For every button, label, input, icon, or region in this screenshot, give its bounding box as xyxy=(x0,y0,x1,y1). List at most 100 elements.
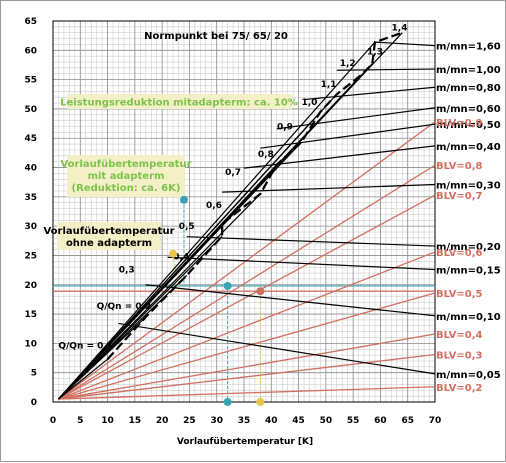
y-tick-label: 35 xyxy=(24,193,37,203)
mmn-curve-label: m/mn=0,80 xyxy=(436,83,501,94)
without-adapterm-box xyxy=(57,222,161,250)
right-curve-labels: m/mn=1,60 m/mn=1,00 m/mn=0,80 m/mn=0,60 m/mn… xyxy=(436,42,501,394)
x-tick-label: 5 xyxy=(77,416,83,426)
blv-curve-label: BLV=0,2 xyxy=(436,383,482,394)
qqn-curve xyxy=(58,41,376,400)
y-tick-label: 65 xyxy=(24,17,37,27)
qqn-curve xyxy=(58,358,108,400)
mmn-curve xyxy=(222,183,436,193)
reduction-text: Leistungsreduktion mitadapterm: ca. 10% xyxy=(60,98,298,109)
y-tick-label: 15 xyxy=(24,310,37,320)
blv-curve xyxy=(58,333,436,400)
qqn-curve-label: 1,3 xyxy=(367,47,383,57)
qqn-curve xyxy=(58,93,338,400)
qqn-curve-label: 0,6 xyxy=(206,201,222,211)
x-tick-label: 10 xyxy=(101,416,114,426)
blv-curve xyxy=(58,292,436,400)
major-grid xyxy=(52,20,436,403)
qqn-curve xyxy=(58,193,261,400)
qqn-curve-label: 1,1 xyxy=(321,80,337,90)
x-tick-label: 0 xyxy=(50,416,56,426)
qqn-curve-label: 0,3 xyxy=(119,265,135,275)
x-tick-labels: 0 5 10 15 20 25 30 35 40 45 50 55 60 65 70 xyxy=(50,416,441,426)
qqn-curve-label: 0,7 xyxy=(225,168,241,178)
y-tick-label: 50 xyxy=(24,105,37,115)
qqn-curve-label: Q/Qn = 0,2 xyxy=(97,302,152,312)
x-tick-label: 60 xyxy=(374,416,387,426)
markers xyxy=(169,195,265,406)
x-tick-label: 15 xyxy=(129,416,142,426)
x-tick-label: 35 xyxy=(238,416,251,426)
x-axis-label: Vorlaufübertemperatur [K] xyxy=(177,437,313,447)
qqn-curve xyxy=(58,32,403,400)
x-tick-label: 30 xyxy=(210,416,223,426)
qqn-envelope xyxy=(106,31,403,360)
mmn-curve-label: m/mn=1,00 xyxy=(436,65,501,76)
qqn-curve-label: Q/Qn = 0,1 xyxy=(58,342,113,352)
blv-curve-label: BLV=0,6 xyxy=(436,248,482,259)
blv-curve-label: BLV=0,3 xyxy=(436,351,482,362)
mmn-curve-label: m/mn=0,15 xyxy=(436,266,501,277)
x-tick-label: 70 xyxy=(429,416,442,426)
x-tick-label: 20 xyxy=(156,416,169,426)
qqn-curve-label: 1,4 xyxy=(392,23,408,33)
x-tick-label: 55 xyxy=(347,416,360,426)
mmn-curve-label: m/mn=0,20 xyxy=(436,242,501,253)
x-tick-label: 50 xyxy=(320,416,333,426)
blv-curve-label: BLV=0,8 xyxy=(436,161,482,172)
y-tick-label: 0 xyxy=(31,398,37,408)
data-point xyxy=(223,398,232,406)
data-point xyxy=(179,195,188,204)
blv-curve xyxy=(58,194,436,400)
qqn-curve-label: 0,4 xyxy=(173,253,189,263)
mmn-curve xyxy=(145,284,436,317)
mmn-curve xyxy=(118,322,436,375)
with-adapterm-box xyxy=(67,155,185,197)
data-point xyxy=(223,281,232,290)
y-tick-label: 30 xyxy=(24,222,37,232)
y-tick-labels: 0 5 10 15 20 25 30 35 40 45 50 55 60 65 xyxy=(24,17,37,408)
blv-curve-label: BLV=0,5 xyxy=(436,289,482,300)
mmn-curve-label: m/mn=0,40 xyxy=(436,142,501,153)
y-tick-label: 45 xyxy=(24,134,37,144)
mmn-curve xyxy=(276,107,436,130)
qqn-curve-label: 0,5 xyxy=(179,222,195,232)
reduction-box xyxy=(67,94,292,109)
with-adapterm-line1: Vorlaufübertemperatur xyxy=(60,159,191,170)
qqn-curve-label: 1,2 xyxy=(340,59,356,69)
y-tick-label: 20 xyxy=(24,281,37,291)
blv-curve xyxy=(58,251,436,400)
qqn-curves xyxy=(58,31,403,400)
blv-curve-label: BLV=0,4 xyxy=(436,330,482,341)
y-tick-label: 40 xyxy=(24,164,37,174)
blv-curve-label: BLV=0,7 xyxy=(436,191,482,202)
with-adapterm-line2: mit adapterm xyxy=(88,171,165,182)
mmn-curve-label: m/mn=0,10 xyxy=(436,312,501,323)
mmn-curve-label: m/mn=0,60 xyxy=(436,104,501,115)
mmn-curve-label: m/mn=1,60 xyxy=(436,42,501,53)
mmn-curve xyxy=(374,41,436,47)
y-tick-label: 5 xyxy=(31,369,37,379)
with-adapterm-line3: (Reduktion: ca. 6K) xyxy=(72,183,181,194)
data-point xyxy=(169,249,178,258)
blv-curve-label: BLV=0,9 xyxy=(436,118,482,129)
y-tick-label: 10 xyxy=(24,339,37,349)
data-point xyxy=(256,287,265,296)
blv-curve xyxy=(58,353,436,400)
mmn-curve-label: m/mn=0,05 xyxy=(436,370,501,381)
mmn-curve-label: m/mn=0,50 xyxy=(436,120,501,131)
x-tick-label: 40 xyxy=(265,416,278,426)
mmn-curve xyxy=(336,68,436,71)
x-tick-label: 65 xyxy=(401,416,414,426)
x-tick-label: 25 xyxy=(183,416,196,426)
blv-curve xyxy=(58,386,436,400)
mmn-curve-label: m/mn=0,30 xyxy=(436,181,501,192)
qqn-curve-label: 1,0 xyxy=(302,98,318,108)
mmn-curve xyxy=(260,123,436,149)
data-point xyxy=(256,398,265,406)
mmn-curve xyxy=(186,236,436,247)
y-tick-label: 60 xyxy=(24,46,37,56)
qqn-curve-label: 0,8 xyxy=(258,150,274,160)
